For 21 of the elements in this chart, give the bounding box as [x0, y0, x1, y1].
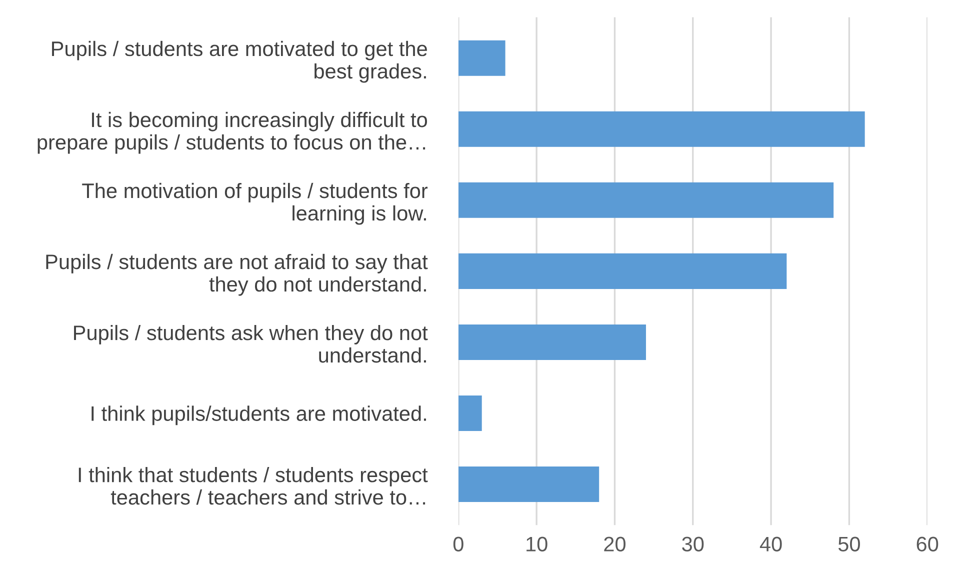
x-tick-label: 40: [760, 536, 782, 552]
bar: [458, 182, 834, 218]
bar: [458, 324, 646, 360]
x-tick-label: 60: [916, 536, 938, 552]
y-tick-label: Pupils / students ask when they do not understand.: [74, 324, 428, 363]
bar: [458, 395, 482, 431]
x-tick-label: 0: [453, 536, 464, 552]
bar: [458, 40, 506, 76]
x-tick-label: 20: [604, 536, 626, 552]
bar: [458, 466, 600, 502]
y-tick-label: Pupils / students are not afraid to say that they do not understand.: [46, 254, 428, 296]
y-tick-label: I think that students / students respect teachers / teachers and strive to…: [78, 466, 428, 505]
x-tick-label: 10: [526, 536, 548, 552]
x-tick-label: 30: [682, 536, 704, 552]
y-tick-label: The motivation of pupils / students for learning is low.: [82, 182, 428, 225]
y-tick-label: It is becoming increasingly difficult to prepare pupils / students to focus on the…: [38, 112, 427, 154]
y-tick-label: Pupils / students are motivated to get the best grades.: [52, 40, 427, 83]
bar: [458, 111, 865, 147]
y-tick-label: I think pupils/students are motivated.: [92, 406, 426, 426]
bar: [458, 253, 787, 289]
x-tick-label: 50: [838, 536, 860, 552]
